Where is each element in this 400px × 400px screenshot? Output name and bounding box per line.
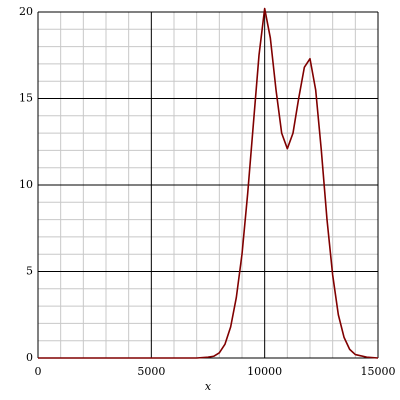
data-line — [38, 7, 379, 359]
x-axis-label: x — [205, 380, 212, 393]
x-tick-label: 10000 — [247, 365, 282, 378]
y-tick-label: 20 — [19, 5, 33, 18]
x-tick-label: 15000 — [361, 365, 396, 378]
y-tick-label: 5 — [26, 265, 33, 278]
y-tick-label: 10 — [19, 178, 33, 191]
y-tick-label: 0 — [26, 351, 33, 364]
y-tick-label: 15 — [19, 92, 33, 105]
x-tick-label: 5000 — [137, 365, 165, 378]
x-tick-label: 0 — [35, 365, 42, 378]
